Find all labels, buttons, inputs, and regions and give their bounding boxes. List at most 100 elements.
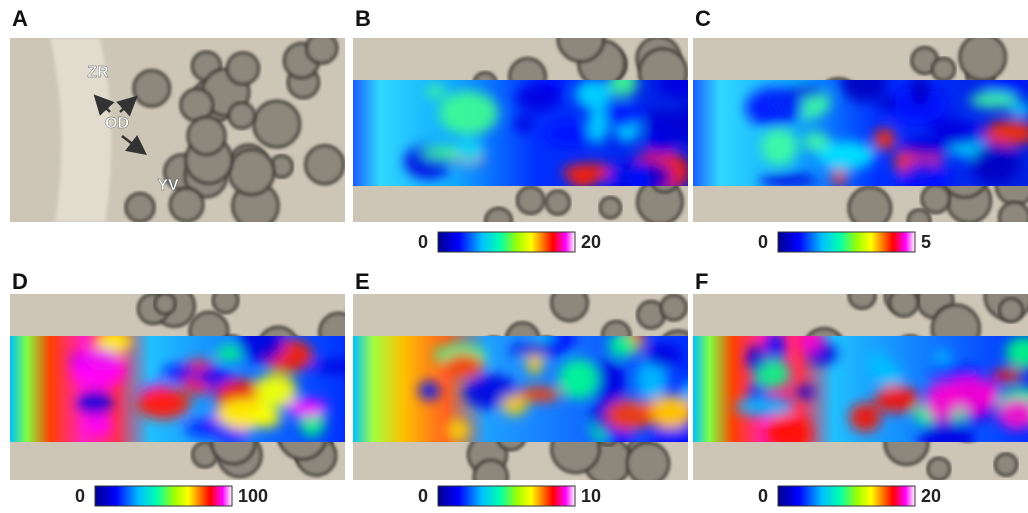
figure: AZRODYV020B05C0100D010E020F (0, 0, 1028, 513)
colorbar-max: 20 (581, 232, 601, 252)
heatmap-blob (509, 343, 562, 356)
heatmap (693, 325, 1028, 457)
vesicle (932, 58, 954, 80)
annotation: OD (105, 115, 129, 132)
vesicle (995, 454, 1017, 476)
vesicle (928, 458, 950, 480)
heatmap-blob (439, 91, 498, 135)
panel-label: C (695, 6, 711, 31)
annotation: YV (157, 177, 179, 194)
heatmap-blob (426, 85, 446, 97)
vesicle (546, 191, 569, 214)
colorbar-min: 0 (758, 232, 768, 252)
heatmap-blob (969, 92, 1017, 109)
vesicle (908, 210, 930, 232)
panel (10, 33, 345, 229)
vesicle (188, 117, 225, 154)
heatmap (10, 319, 371, 443)
vesicle (600, 197, 621, 218)
micrograph (10, 33, 345, 229)
annotation: ZR (87, 64, 109, 81)
vesicle (890, 288, 918, 316)
heatmap-blob (759, 174, 817, 188)
vesicle (849, 187, 891, 229)
heatmap-blob (795, 386, 815, 399)
heatmap-blob (588, 107, 607, 144)
heatmap-blob (79, 390, 113, 417)
colorbar-min: 0 (75, 486, 85, 506)
vesicle (922, 185, 950, 213)
vesicle (134, 70, 170, 106)
heatmap-blob (286, 399, 327, 418)
heatmap-blob (515, 114, 534, 133)
vesicle (485, 208, 511, 234)
heatmap-blob (162, 365, 196, 381)
panel-label: F (695, 269, 708, 294)
colorbar-min: 0 (758, 486, 768, 506)
heatmap-blob (84, 414, 112, 436)
colorbar (778, 486, 915, 506)
panel-label: E (355, 269, 370, 294)
vesicle (306, 146, 344, 184)
heatmap-blob (575, 79, 613, 109)
heatmap-blob (849, 403, 881, 432)
page: {"panels": [ {"label": "A", "annotations… (0, 0, 1028, 513)
colorbar (438, 232, 575, 252)
heatmap-blob (747, 346, 765, 372)
colorbar (95, 486, 232, 506)
heatmap-blob (746, 88, 803, 128)
heatmap-blob (802, 132, 829, 151)
vesicle (849, 282, 875, 308)
colorbar-max: 20 (921, 486, 941, 506)
panel-label: D (12, 269, 28, 294)
colorbar-max: 100 (238, 486, 268, 506)
vesicle (227, 53, 258, 84)
heatmap-blob (607, 167, 625, 183)
vesicle (552, 285, 588, 321)
colorbar-min: 0 (418, 486, 428, 506)
vesicle (627, 443, 669, 485)
heatmap-blob (446, 419, 469, 442)
heatmap-blob (972, 143, 1020, 184)
colorbar (778, 232, 915, 252)
heatmap-blob (934, 351, 950, 364)
heatmap-blob (645, 342, 682, 368)
heatmap-blob (218, 430, 247, 443)
vesicle (558, 16, 604, 62)
vesicle (213, 288, 238, 313)
heatmap (353, 63, 714, 204)
heatmap-blob (515, 83, 560, 112)
panel (353, 16, 714, 235)
heatmap-blob (608, 333, 637, 358)
heatmap-blob (761, 128, 798, 166)
heatmap-blob (878, 97, 896, 110)
heatmap-blob (501, 395, 528, 415)
heatmap-blob (546, 122, 595, 146)
heatmap (693, 62, 1028, 204)
panel (10, 286, 371, 480)
heatmap-blob (735, 398, 794, 416)
colorbar (438, 486, 575, 506)
heatmap-blob (831, 170, 847, 186)
colorbar-min: 0 (418, 232, 428, 252)
vesicle (1000, 299, 1023, 322)
heatmap-blob (875, 385, 919, 413)
heatmap-blob (933, 122, 980, 146)
heatmap (353, 318, 703, 459)
heatmap-blob (72, 348, 126, 389)
vesicle (155, 294, 175, 314)
heatmap-blob (570, 172, 594, 188)
panel (693, 273, 1028, 480)
heatmap-blob (873, 128, 895, 150)
vesicle (999, 202, 1028, 232)
vesicle (307, 33, 337, 63)
heatmap-blob (991, 369, 1023, 382)
heatmap-blob (930, 366, 984, 378)
heatmap-blob (443, 353, 483, 378)
colorbar-max: 10 (581, 486, 601, 506)
heatmap-blob (606, 400, 652, 432)
vesicle (229, 150, 274, 195)
heatmap-blob (651, 395, 692, 428)
heatmap-blob (456, 138, 483, 165)
panel (353, 285, 703, 494)
